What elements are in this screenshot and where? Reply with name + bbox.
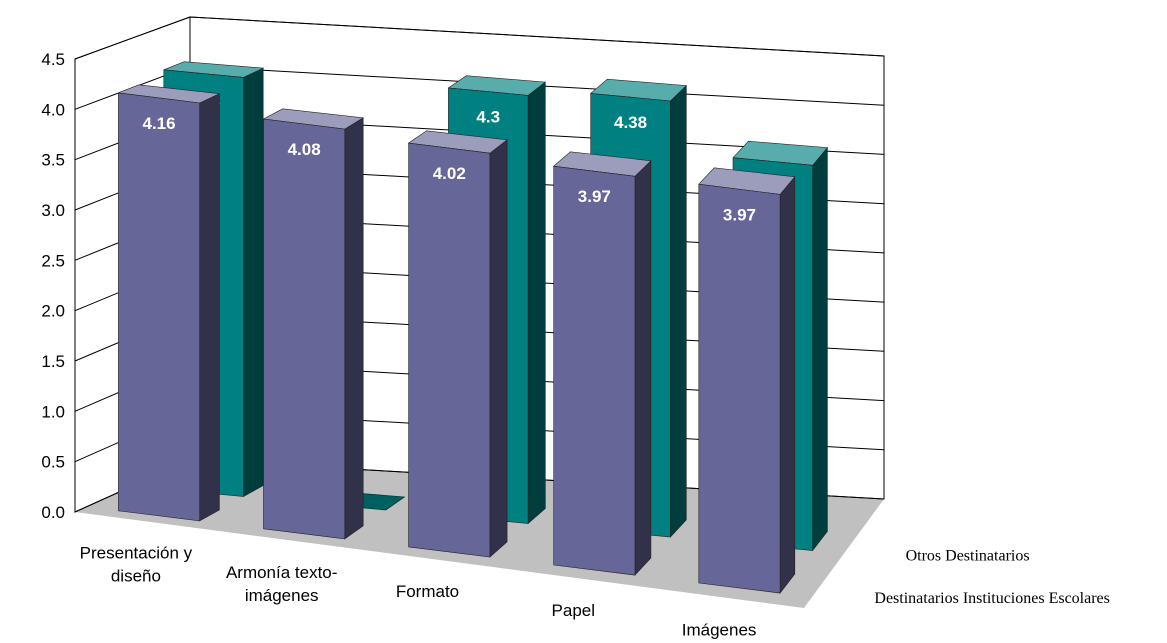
series-labels: Destinatarios Instituciones Escolares Otr…	[874, 547, 1110, 607]
data-label: 4.3	[476, 108, 500, 127]
bar-face-front	[263, 118, 346, 540]
bar-face-side	[812, 146, 828, 552]
bar: 4.02	[407, 130, 508, 558]
data-label: 4.16	[143, 114, 176, 133]
y-tick-label: 4.5	[41, 50, 65, 69]
bar: 4.16	[118, 84, 221, 522]
bar-face-side	[634, 160, 652, 576]
y-tick-label: 1.5	[41, 352, 65, 371]
series-label: Destinatarios Instituciones Escolares	[874, 590, 1110, 607]
category-label-line: Papel	[552, 601, 595, 620]
data-label: 4.38	[614, 113, 647, 132]
category-label: Presentación y diseño	[80, 544, 193, 586]
bar-face-side	[344, 117, 364, 540]
category-labels: Presentación y diseño Armonía texto-imágen…	[80, 544, 757, 640]
bar-face-side	[489, 139, 508, 558]
series-label: Otros Destinatarios	[906, 547, 1030, 564]
y-tick-label: 3.0	[41, 201, 65, 220]
category-label-line: Presentación y	[80, 544, 193, 563]
bar-face-side	[779, 175, 796, 594]
data-label: 4.08	[288, 140, 321, 159]
bar-face-side	[243, 67, 264, 498]
category-label: Papel	[552, 601, 595, 620]
data-label: 4.02	[433, 164, 466, 183]
bar-face-side	[199, 93, 220, 522]
category-label: Imágenes	[682, 620, 757, 639]
bar: 4.08	[262, 108, 365, 540]
y-tick-label: 3.5	[41, 151, 65, 170]
y-tick-label: 2.5	[41, 251, 65, 270]
category-label-line: Armonía texto-	[226, 563, 338, 582]
bar-face-front	[553, 165, 636, 576]
bar-face-side	[527, 81, 546, 525]
category-label-line: imágenes	[245, 586, 319, 605]
y-tick-label: 0.0	[41, 503, 65, 522]
bar: 3.97	[552, 151, 652, 576]
category-label-line: Formato	[396, 582, 459, 601]
bar-face-front	[408, 142, 491, 558]
y-tick-label: 1.0	[41, 402, 65, 421]
bar-face-front	[118, 92, 200, 522]
bar: 3.97	[698, 167, 796, 594]
y-tick-label: 4.0	[41, 100, 65, 119]
y-axis-ticks: 0.0 0.5 1.0 1.5 2.0 2.5 3.0 3.5 4.0 4.5	[41, 50, 65, 522]
data-label: 3.97	[578, 187, 611, 206]
bars: 3.874.384.34.213.973.974.024.084.16	[118, 61, 828, 594]
category-label-line: Imágenes	[682, 620, 757, 639]
gridline	[74, 16, 885, 60]
category-label: Formato	[396, 582, 459, 601]
bar-face-front	[698, 183, 781, 594]
category-label: Armonía texto-imágenes	[226, 563, 338, 605]
bar-face-side	[670, 84, 687, 538]
category-label-line: diseño	[111, 567, 161, 586]
y-tick-label: 0.5	[41, 453, 65, 472]
data-label: 3.97	[723, 205, 756, 224]
y-tick-label: 2.0	[41, 302, 65, 321]
